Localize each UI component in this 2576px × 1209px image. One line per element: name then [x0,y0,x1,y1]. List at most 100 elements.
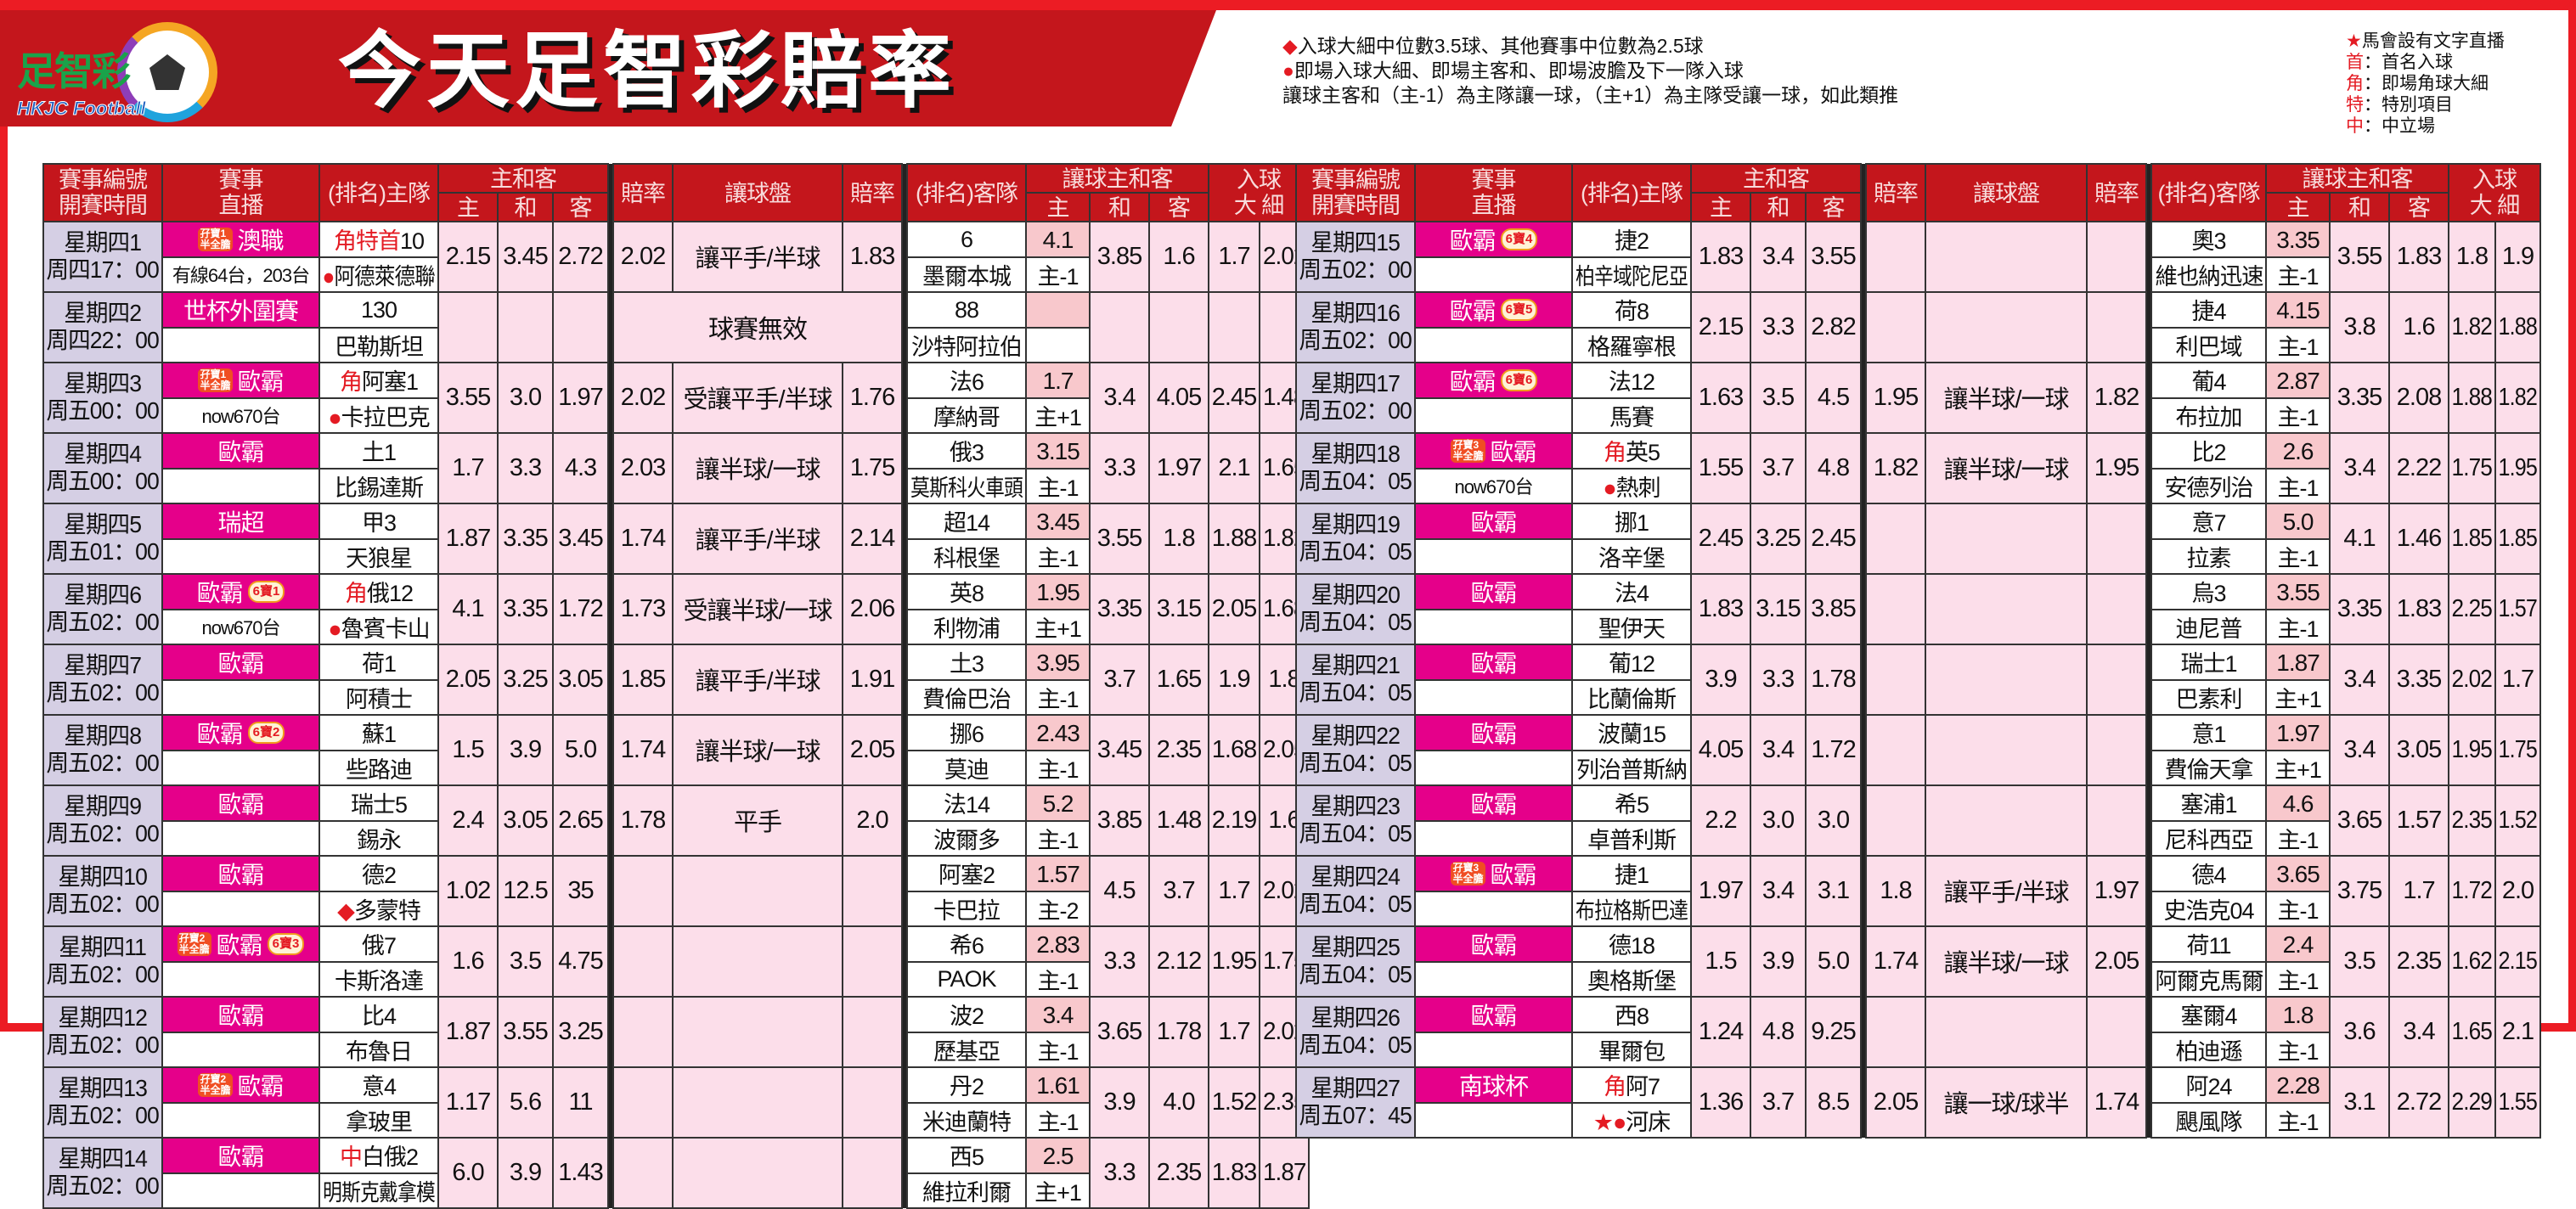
competition-cell[interactable]: 歐霸 [161,643,320,681]
hhad-odds-draw[interactable]: 3.4 [2329,431,2391,504]
hda-odds-away[interactable]: 2.72 [551,220,610,293]
handicap-rate-home[interactable] [612,925,674,998]
hhad-odds-away[interactable]: 1.8 [1148,502,1210,575]
handicap-rate-away[interactable]: 2.0 [842,784,904,857]
hilo-odds-high[interactable]: 1.85 [2448,502,2497,575]
hhad-odds-draw[interactable]: 3.85 [1089,784,1151,857]
hda-odds-away[interactable]: 3.0 [1804,784,1863,857]
handicap-rate-away[interactable] [2086,220,2148,293]
handicap-rate-away[interactable] [842,995,904,1068]
hda-odds-home[interactable]: 1.87 [437,995,499,1068]
competition-cell[interactable]: 孖寶2 半全膽 歐霸 [161,1066,320,1104]
handicap-rate-home[interactable]: 1.78 [612,784,674,857]
hhad-odds-away[interactable]: 1.97 [1148,431,1210,504]
hilo-odds-high[interactable]: 1.88 [2448,361,2497,434]
match-row[interactable]: 星期四5 周五01：00 瑞超 甲3 1.87 3.35 3.45 1.74 讓平手/半球 2.1… [42,502,1311,575]
hilo-odds-high[interactable]: 1.95 [1208,925,1261,998]
hda-odds-home[interactable]: 1.63 [1690,361,1751,434]
hhad-odds-away[interactable]: 4.0 [1148,1066,1210,1139]
hda-odds-away[interactable]: 1.72 [551,572,610,645]
hhad-odds-home[interactable]: 5.0 [2265,502,2331,540]
hilo-odds-high[interactable]: 2.35 [2448,784,2497,857]
hhad-odds-home[interactable]: 2.83 [1025,925,1091,963]
hda-odds-home[interactable]: 4.1 [437,572,499,645]
hhad-odds-away[interactable]: 3.35 [2388,643,2450,716]
hda-odds-away[interactable]: 5.0 [551,713,610,786]
handicap-rate-home[interactable]: 1.73 [612,572,674,645]
hhad-odds-draw[interactable]: 3.55 [1089,502,1151,575]
hilo-odds-low[interactable]: 1.52 [2494,784,2542,857]
hilo-odds-high[interactable]: 2.29 [2448,1066,2497,1139]
hda-odds-draw[interactable]: 3.35 [497,502,554,575]
hda-odds-draw[interactable]: 3.0 [1750,784,1807,857]
match-row[interactable]: 星期四24 周五04：05 孖寶3 半全膽 歐霸 捷1 1.97 3.4 3.1 1.8 讓平手/半… [1295,854,2542,927]
handicap-rate-away[interactable]: 1.97 [2086,854,2148,927]
hilo-odds-low[interactable]: 1.82 [1259,502,1311,575]
competition-cell[interactable]: 歐霸 [1414,995,1573,1033]
hda-odds-home[interactable]: 3.9 [1690,643,1751,716]
handicap-rate-home[interactable]: 1.95 [1865,361,1927,434]
hhad-odds-away[interactable]: 1.83 [2388,572,2450,645]
hhad-odds-draw[interactable]: 3.9 [1089,1066,1151,1139]
hhad-odds-away[interactable]: 3.15 [1148,572,1210,645]
hda-odds-home[interactable]: 1.7 [437,431,499,504]
handicap-rate-away[interactable] [2086,290,2148,363]
competition-cell[interactable]: 歐霸 [161,854,320,892]
hhad-odds-draw[interactable]: 3.35 [2329,572,2391,645]
hilo-odds-low[interactable]: 2.1 [2494,995,2542,1068]
hda-odds-away[interactable]: 1.97 [551,361,610,434]
hda-odds-draw[interactable]: 12.5 [497,854,554,927]
match-row[interactable]: 星期四17 周五02：00 歐霸 6寶6 法12 1.63 3.5 4.5 1.95 讓半球/一球… [1295,361,2542,434]
hda-odds-away[interactable]: 5.0 [1804,925,1863,998]
hda-odds-draw[interactable]: 3.25 [497,643,554,716]
handicap-rate-away[interactable]: 1.95 [2086,431,2148,504]
hda-odds-away[interactable]: 4.8 [1804,431,1863,504]
hda-odds-home[interactable] [437,290,499,363]
hhad-odds-home[interactable]: 2.43 [1025,713,1091,751]
hda-odds-draw[interactable]: 3.7 [1750,431,1807,504]
hda-odds-draw[interactable]: 3.0 [497,361,554,434]
competition-cell[interactable]: 歐霸 6寶2 [161,713,320,751]
hda-odds-away[interactable]: 11 [551,1066,610,1139]
handicap-rate-home[interactable]: 2.02 [612,220,674,293]
hhad-odds-home[interactable]: 4.15 [2265,290,2331,329]
handicap-rate-home[interactable] [1865,220,1927,293]
hilo-odds-high[interactable]: 1.68 [1208,713,1261,786]
hilo-odds-low[interactable]: 2.15 [2494,925,2542,998]
competition-cell[interactable]: 歐霸 [1414,502,1573,540]
hhad-odds-away[interactable]: 2.35 [2388,925,2450,998]
hhad-odds-home[interactable]: 3.65 [2265,854,2331,892]
match-row[interactable]: 星期四18 周五04：05 孖寶3 半全膽 歐霸 角英5 1.55 3.7 4.8 1.82 讓半球… [1295,431,2542,504]
hilo-odds-high[interactable]: 1.62 [2448,925,2497,998]
hda-odds-draw[interactable]: 3.9 [497,1136,554,1209]
handicap-rate-home[interactable] [612,1066,674,1139]
handicap-rate-away[interactable]: 1.76 [842,361,904,434]
handicap-rate-home[interactable] [1865,784,1927,857]
hda-odds-draw[interactable]: 5.6 [497,1066,554,1139]
hilo-odds-low[interactable]: 1.55 [2494,1066,2542,1139]
hilo-odds-high[interactable]: 2.02 [2448,643,2497,716]
competition-cell[interactable]: 歐霸 [161,784,320,822]
match-row[interactable]: 星期四23 周五04：05 歐霸 希5 2.2 3.0 3.0 塞浦1 4.6 3.65 1.57 2… [1295,784,2542,857]
handicap-rate-home[interactable] [1865,572,1927,645]
hda-odds-away[interactable]: 9.25 [1804,995,1863,1068]
match-row[interactable]: 星期四2 周四22：00 世杯外圍賽 130 球賽無效 88 [42,290,1311,363]
hhad-odds-draw[interactable]: 3.65 [1089,995,1151,1068]
hhad-odds-draw[interactable]: 3.3 [1089,431,1151,504]
hilo-odds-high[interactable]: 1.7 [1208,220,1261,293]
handicap-rate-home[interactable]: 1.74 [1865,925,1927,998]
hhad-odds-away[interactable]: 2.35 [1148,713,1210,786]
hda-odds-away[interactable]: 3.85 [1804,572,1863,645]
handicap-rate-away[interactable]: 1.74 [2086,1066,2148,1139]
hhad-odds-home[interactable]: 2.87 [2265,361,2331,399]
hhad-odds-away[interactable]: 1.6 [1148,220,1210,293]
hhad-odds-away[interactable]: 1.83 [2388,220,2450,293]
match-row[interactable]: 星期四11 周五02：00 孖寶2 半全膽 歐霸 6寶3 俄7 1.6 3.5 4.75 希6 2.8… [42,925,1311,998]
handicap-rate-away[interactable] [2086,502,2148,575]
hhad-odds-home[interactable]: 1.7 [1025,361,1091,399]
hda-odds-home[interactable]: 1.55 [1690,431,1751,504]
hhad-odds-away[interactable]: 2.08 [2388,361,2450,434]
hilo-odds-high[interactable]: 2.05 [1208,572,1261,645]
hda-odds-draw[interactable]: 3.25 [1750,502,1807,575]
hhad-odds-home[interactable]: 1.87 [2265,643,2331,681]
